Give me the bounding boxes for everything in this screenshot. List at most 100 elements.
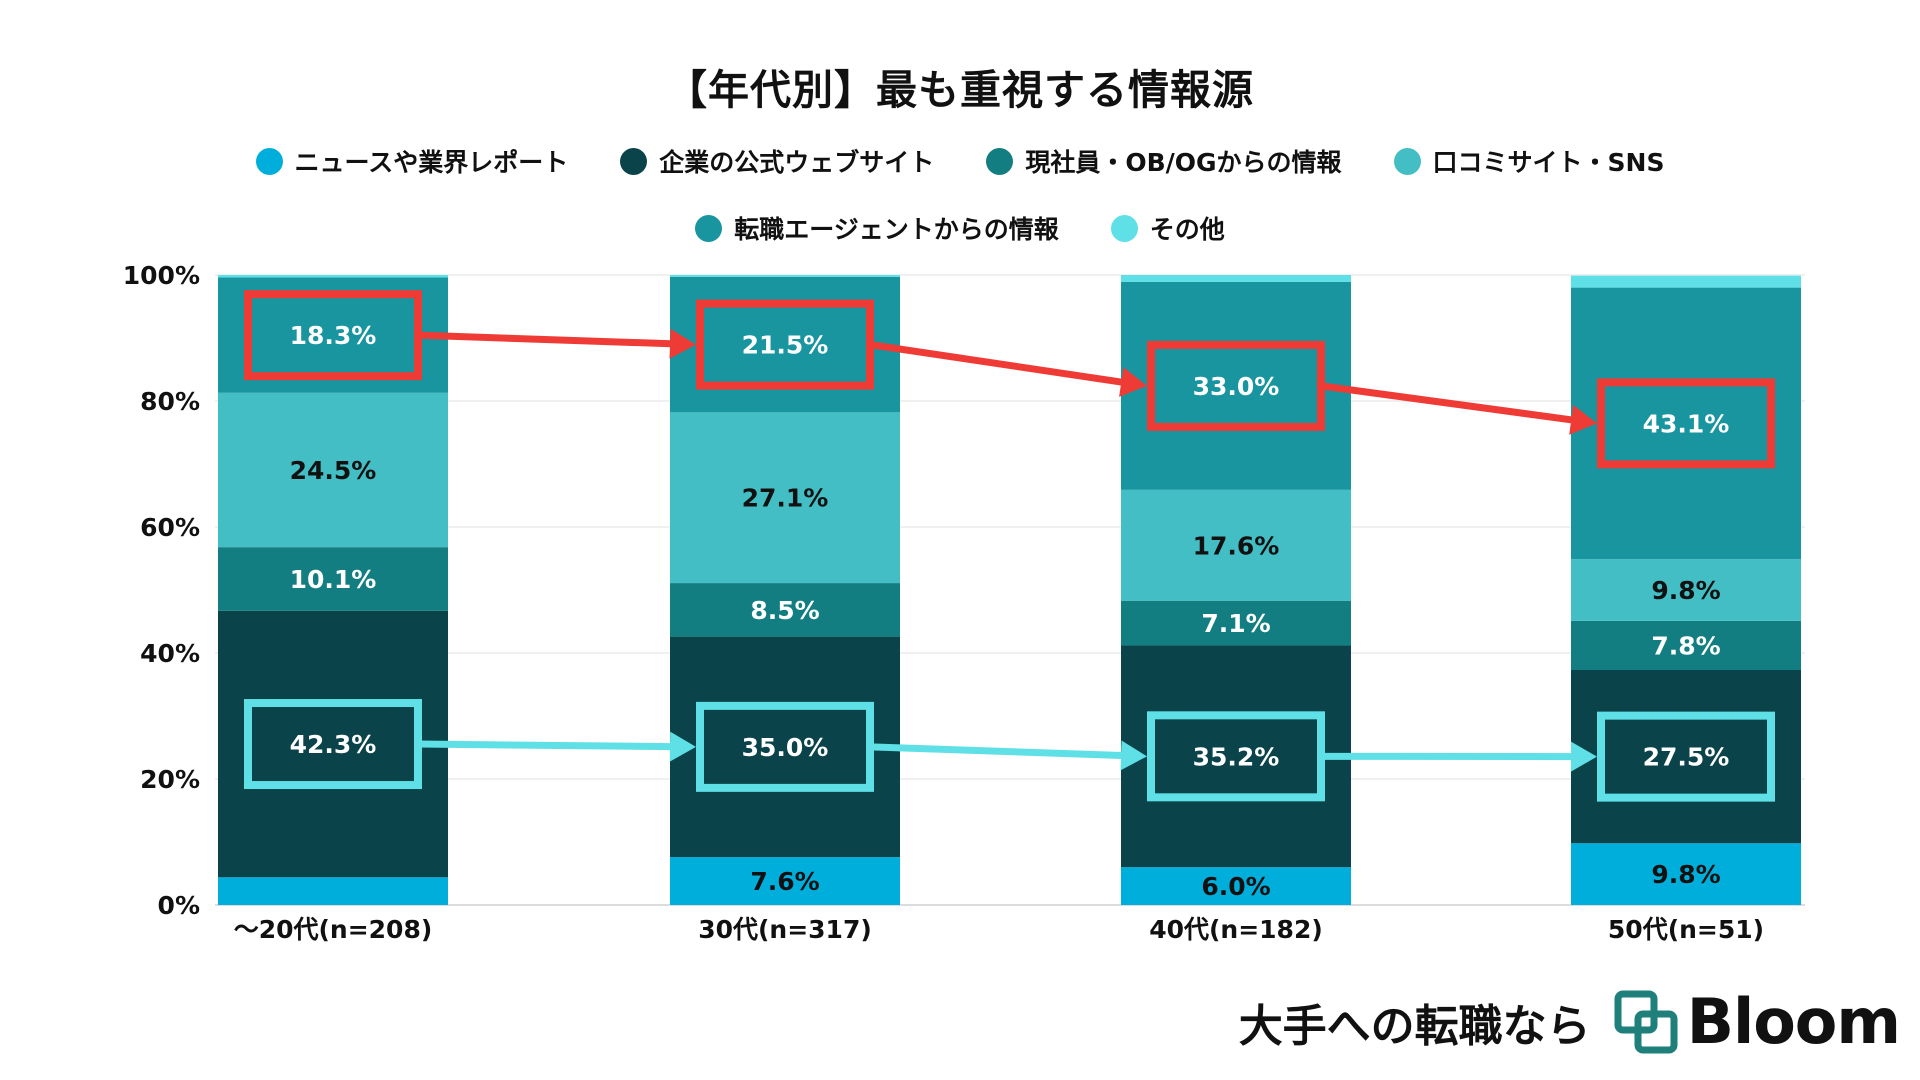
data-label: 33.0% [1193, 372, 1280, 401]
bar-segment [1121, 281, 1351, 490]
highlight-box [1147, 711, 1325, 802]
data-label: 8.5% [750, 596, 819, 625]
legend-item: 口コミサイト・SNS [1393, 143, 1665, 179]
arrowhead-icon [1120, 740, 1147, 771]
arrowhead-icon [669, 328, 696, 359]
data-label: 43.1% [1643, 409, 1730, 438]
legend-swatch-icon [255, 147, 283, 175]
data-label: 27.5% [1643, 743, 1730, 772]
data-label: 10.1% [290, 565, 377, 594]
legend-swatch-icon [1110, 214, 1138, 242]
x-tick-label: 50代(n=51) [1608, 915, 1764, 944]
bar-segment [1121, 489, 1351, 601]
legend-item: 企業の公式ウェブサイト [620, 143, 934, 179]
data-label: 18.3% [290, 321, 377, 350]
trend-arrow-line [1320, 382, 1584, 425]
y-tick-label: 80% [140, 387, 200, 416]
trend-arrow-line [417, 740, 683, 751]
brand-logo: Bloom [1613, 985, 1901, 1058]
bar-segment [1121, 600, 1351, 646]
y-tick-label: 0% [158, 891, 200, 920]
data-label: 7.8% [1651, 631, 1720, 660]
legend-label: ニュースや業界レポート [294, 148, 569, 177]
bar-segment [670, 583, 900, 637]
legend-swatch-icon [986, 147, 1014, 175]
bar-segment [1571, 559, 1801, 621]
bar-segment [1121, 867, 1351, 905]
bar-segment [670, 857, 900, 905]
y-tick-label: 40% [140, 639, 200, 668]
arrowhead-icon [1569, 405, 1597, 435]
legend-swatch-icon [695, 214, 723, 242]
legend-item: ニュースや業界レポート [255, 143, 569, 179]
data-label: 35.2% [1193, 742, 1280, 771]
bar-segment [218, 547, 448, 611]
trend-arrow-line [417, 331, 683, 348]
trend-arrow-line [869, 341, 1134, 388]
legend-item: 現社員・OB/OGからの情報 [986, 143, 1342, 179]
data-label: 7.6% [750, 867, 819, 896]
chart-title: 【年代別】最も重視する情報源 [666, 66, 1254, 114]
x-tick-label: 40代(n=182) [1149, 915, 1323, 944]
data-label: 7.1% [1201, 609, 1270, 638]
bar-segment [218, 610, 448, 878]
brand-tagline: 大手への転職なら [1238, 1000, 1591, 1052]
bar-segment [670, 275, 900, 277]
bar-segment [670, 276, 900, 413]
highlight-box [244, 290, 422, 381]
highlight-box [244, 699, 422, 790]
trend-arrow-line [869, 743, 1134, 760]
y-tick-label: 100% [123, 261, 200, 290]
legend-row-1: ニュースや業界レポート 企業の公式ウェブサイト 現社員・OB/OGからの情報 口コミサ… [0, 143, 1920, 179]
data-label: 42.3% [290, 730, 377, 759]
data-label: 6.0% [1201, 872, 1270, 901]
brand-footer: 大手への転職なら Bloom [1238, 985, 1901, 1058]
arrowhead-icon [669, 731, 696, 762]
highlight-box [696, 701, 874, 792]
data-label: 21.5% [742, 331, 829, 360]
brand-name: Bloom [1686, 985, 1901, 1058]
legend-label: その他 [1149, 215, 1225, 244]
highlight-box [1147, 340, 1325, 431]
bar-segment [218, 275, 448, 278]
trend-arrows [417, 731, 1597, 772]
bar-segment [218, 877, 448, 905]
bar-segment [1571, 670, 1801, 844]
bar-segment [1571, 275, 1801, 288]
legend-label: 企業の公式ウェブサイト [659, 148, 935, 177]
bar-segment [218, 392, 448, 548]
bar-segment [1121, 645, 1351, 868]
data-label: 27.1% [742, 484, 829, 513]
arrowhead-icon [1119, 367, 1147, 397]
highlight-box [696, 299, 874, 390]
bar-segment [1571, 843, 1801, 905]
legend-label: 口コミサイト・SNS [1432, 148, 1665, 177]
highlight-box [1597, 711, 1775, 802]
bar-segment [670, 636, 900, 858]
data-label: 35.0% [742, 733, 829, 762]
bar-segment [1571, 620, 1801, 671]
data-label: 9.8% [1651, 860, 1720, 889]
trend-arrows [417, 328, 1597, 435]
x-tick-label: 30代(n=317) [698, 915, 872, 944]
overlapping-squares-icon [1614, 990, 1678, 1053]
y-tick-label: 20% [140, 765, 200, 794]
legend-label: 転職エージェントからの情報 [734, 215, 1059, 244]
legend-label: 現社員・OB/OGからの情報 [1025, 148, 1342, 177]
arrowhead-icon [1570, 741, 1597, 772]
legend-item: 転職エージェントからの情報 [695, 210, 1059, 246]
data-label: 9.8% [1651, 576, 1720, 605]
bar-segment [1121, 275, 1351, 282]
x-tick-label: 〜20代(n=208) [234, 915, 433, 944]
legend-swatch-icon [1393, 147, 1421, 175]
data-label: 17.6% [1193, 531, 1280, 560]
data-label: 24.5% [290, 456, 377, 485]
legend-swatch-icon [620, 147, 648, 175]
bar-segment [1571, 287, 1801, 560]
highlight-box [1597, 378, 1775, 469]
legend-item: その他 [1110, 210, 1225, 246]
y-tick-label: 60% [140, 513, 200, 542]
legend-row-2: 転職エージェントからの情報 その他 [0, 210, 1920, 246]
bar-segment [670, 412, 900, 584]
stacked-bar-chart: 0% 20% 40% 60% 80% 100% 〜20代(n=208) 30代(n=317) 4… [123, 261, 1805, 944]
